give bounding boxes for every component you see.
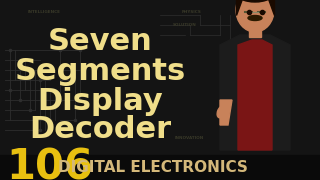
Text: INNOVATION: INNOVATION (175, 136, 204, 140)
Bar (249, 23, 261, 37)
Text: PHYSICS: PHYSICS (182, 10, 202, 14)
Ellipse shape (217, 106, 225, 118)
Polygon shape (236, 0, 244, 15)
Polygon shape (238, 40, 272, 150)
Text: Display: Display (37, 87, 163, 116)
Ellipse shape (236, 0, 274, 2)
Polygon shape (220, 100, 232, 125)
Text: 106: 106 (6, 147, 93, 180)
Text: DIGITAL ELECTRONICS: DIGITAL ELECTRONICS (58, 161, 248, 176)
Polygon shape (266, 0, 274, 15)
Text: Segments: Segments (14, 57, 186, 87)
Text: INTELLIGENCE: INTELLIGENCE (28, 10, 61, 14)
Text: Decoder: Decoder (29, 116, 171, 145)
Ellipse shape (248, 15, 262, 21)
Polygon shape (220, 35, 290, 150)
Text: SOLUTION: SOLUTION (173, 23, 197, 27)
Text: Seven: Seven (48, 28, 152, 57)
Bar (0, 155, 320, 180)
Ellipse shape (236, 0, 274, 32)
